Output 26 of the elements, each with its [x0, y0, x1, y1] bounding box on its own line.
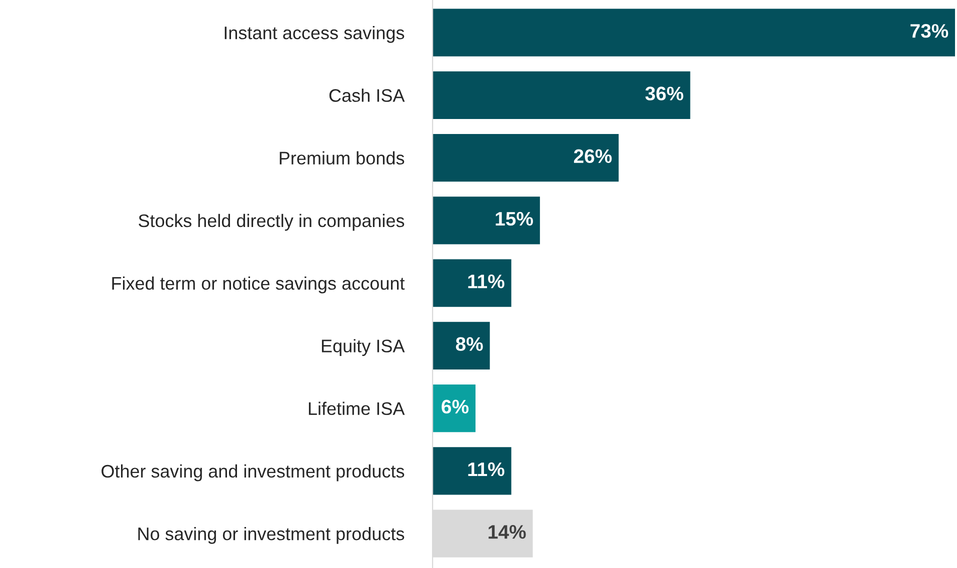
bar — [432, 134, 619, 182]
bar — [432, 8, 956, 56]
bar — [432, 259, 512, 307]
y-tick-label: Other saving and investment products — [102, 464, 404, 482]
y-tick-label: Stocks held directly in companies — [138, 214, 404, 231]
y-tick-label: No saving or investment products — [138, 527, 404, 544]
data-label: 14% — [488, 525, 526, 539]
bar — [432, 322, 490, 370]
y-tick-label: Fixed term or notice savings account — [112, 276, 405, 294]
bar — [432, 71, 690, 119]
bar — [432, 447, 512, 495]
bar — [432, 384, 476, 432]
data-label: 36% — [645, 86, 684, 100]
data-label: 6% — [442, 400, 469, 414]
data-label: 15% — [496, 212, 533, 226]
data-label: 8% — [456, 337, 483, 351]
bar — [432, 196, 540, 244]
y-tick-label: Lifetime ISA — [308, 402, 405, 416]
data-label: 11% — [468, 274, 504, 288]
y-tick-label: Equity ISA — [322, 339, 405, 356]
data-label: 11% — [468, 462, 504, 476]
y-tick-label: Cash ISA — [329, 88, 405, 102]
data-label: 26% — [574, 149, 612, 164]
y-tick-label: Premium bonds — [280, 151, 404, 165]
data-label: 73% — [910, 24, 948, 38]
y-tick-label: Instant access savings — [224, 26, 404, 43]
